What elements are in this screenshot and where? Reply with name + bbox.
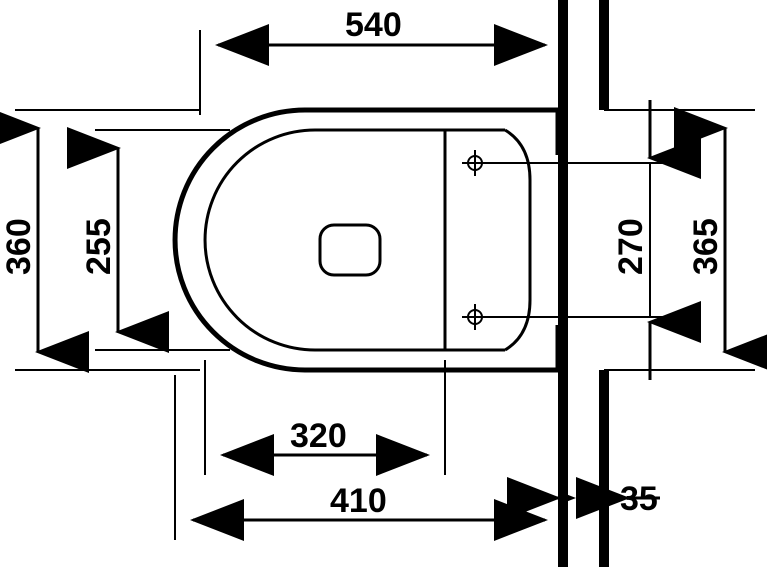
mount-hole-top [462, 150, 488, 176]
dim-365-label: 365 [687, 218, 725, 275]
dim-255: 255 [80, 130, 230, 350]
dim-255-label: 255 [80, 218, 118, 275]
toilet-outer-body [175, 110, 558, 370]
technical-drawing: 540 360 255 270 365 320 [0, 0, 767, 567]
dim-360-label: 360 [0, 218, 38, 275]
dim-35: 35 [520, 480, 660, 518]
dim-540: 540 [200, 6, 545, 115]
dim-270-label: 270 [612, 218, 650, 275]
flush-button [320, 225, 380, 275]
dim-320-label: 320 [290, 417, 347, 455]
dim-410: 410 [175, 375, 545, 540]
dim-410-label: 410 [330, 482, 387, 520]
mount-hole-bottom [462, 304, 488, 330]
dim-35-label: 35 [620, 480, 658, 518]
wall [563, 0, 604, 567]
dim-320: 320 [205, 360, 445, 475]
dim-540-label: 540 [345, 6, 402, 44]
